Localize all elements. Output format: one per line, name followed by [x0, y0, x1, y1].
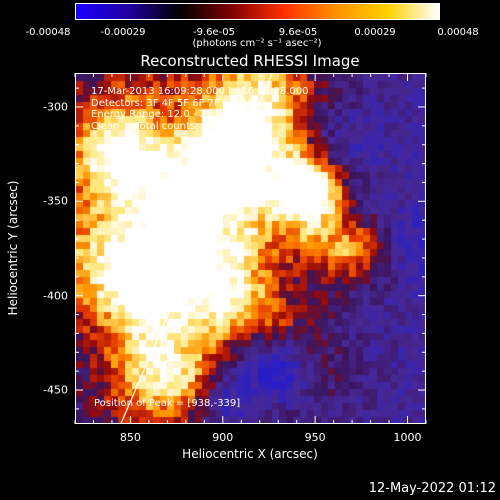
annotation-energy: Energy Range: 12.0 - 25.0 keV [91, 109, 244, 120]
y-tick-label: -400 [43, 289, 68, 303]
x-tick-label: 950 [304, 431, 326, 444]
y-tick-label: -450 [43, 383, 68, 397]
annotation-detectors: Detectors: 3F 4F 5F 6F 7F 8F, Att 0 [91, 97, 266, 109]
peak-position-label: Position of Peak = [938,-339] [94, 398, 241, 409]
solar-limb-line [120, 74, 273, 423]
colorbar-tick: 9.6e-05 [278, 27, 318, 38]
y-axis-label: Heliocentric Y (arcsec) [6, 180, 20, 316]
plot-area: 17-Mar-2013 16:09:28.000 to 16:15:28.000… [75, 73, 426, 424]
x-axis-label: Heliocentric X (arcsec) [182, 447, 318, 461]
annotation-time: 17-Mar-2013 16:09:28.000 to 16:15:28.000 [91, 86, 309, 97]
colorbar-tick: 0.00029 [354, 27, 396, 38]
annotation-clean: Clean Total counts: 1.12E+04 [91, 120, 252, 132]
x-tick-label: 1000 [393, 431, 422, 444]
image-annotations: 17-Mar-2013 16:09:28.000 to 16:15:28.000… [91, 86, 309, 132]
x-tick-label: 850 [119, 431, 141, 444]
colorbar-tick: -0.00029 [100, 27, 146, 38]
limb-overlay [120, 74, 273, 423]
chart-title: Reconstructed RHESSI Image [140, 52, 360, 70]
y-tick-label: -350 [43, 194, 68, 208]
colorbar-units: (photons cm⁻² s⁻¹ asec⁻²) [192, 38, 322, 49]
x-tick-label: 900 [212, 431, 234, 444]
colorbar-tick: -0.00048 [25, 27, 71, 38]
timestamp-footer: 12-May-2022 01:12 [368, 481, 496, 496]
y-tick-label: -300 [43, 100, 68, 114]
heatmap-image [76, 74, 425, 423]
colorbar [75, 3, 440, 20]
colorbar-tick: 0.00048 [437, 27, 479, 38]
colorbar-tick: -9.6e-05 [193, 27, 235, 38]
